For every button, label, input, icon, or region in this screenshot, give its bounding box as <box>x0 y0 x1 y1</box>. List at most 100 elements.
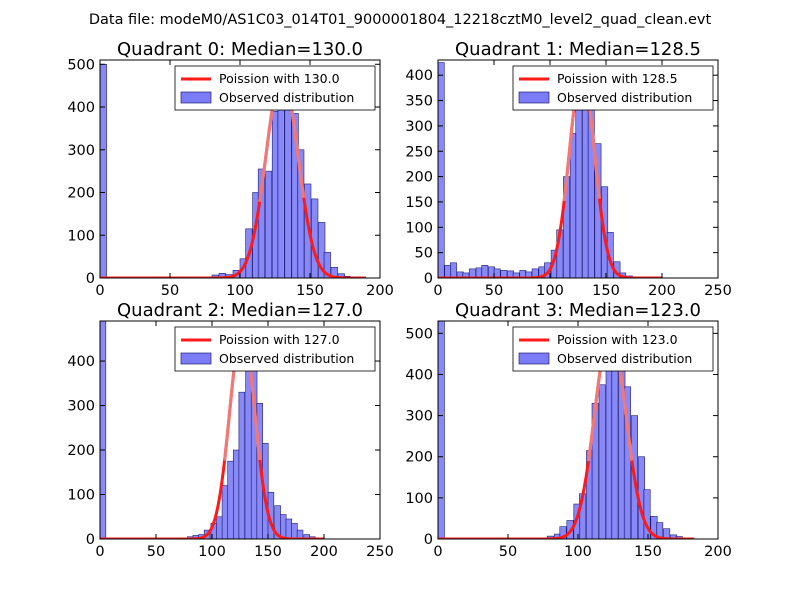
x-tick-label: 0 <box>433 544 442 560</box>
histogram-bar <box>280 514 287 539</box>
histogram-bar <box>227 460 234 539</box>
y-tick-label: 400 <box>67 100 95 116</box>
legend: Poission with 130.0 Observed distribution <box>174 65 376 111</box>
y-tick-label: 100 <box>405 491 433 507</box>
y-tick-label: 500 <box>67 57 95 73</box>
x-tick-label: 100 <box>198 544 226 560</box>
y-tick-label: 0 <box>424 532 433 548</box>
histogram-bar <box>500 270 508 278</box>
histogram-bar <box>481 265 489 278</box>
legend-bar-label: Observed distribution <box>557 90 692 105</box>
histogram-bar <box>438 62 445 278</box>
histogram-bar <box>656 522 664 539</box>
y-tick-label: 250 <box>405 144 433 160</box>
axes-frame <box>437 59 719 279</box>
x-tick-label: 50 <box>485 283 503 299</box>
histogram-bar <box>238 391 246 539</box>
x-tick-label: 100 <box>226 283 254 299</box>
plot-area <box>438 321 695 539</box>
histogram-bar <box>100 63 107 278</box>
histogram-bar <box>232 449 240 539</box>
x-tick-label: 200 <box>648 283 676 299</box>
y-tick-label: 400 <box>67 354 95 370</box>
histogram-bar <box>221 485 229 539</box>
histogram-bar <box>598 384 606 539</box>
axes-frame <box>99 320 381 540</box>
y-tick-label: 100 <box>67 488 95 504</box>
histogram-bar <box>297 149 305 278</box>
y-tick-label: 150 <box>405 195 433 211</box>
poisson-curve <box>438 329 695 539</box>
subplot-title: Quadrant 1: Median=128.5 <box>455 39 701 60</box>
legend-bar-swatch <box>518 91 550 104</box>
x-tick-label: 100 <box>536 283 564 299</box>
histogram-bar <box>277 104 285 278</box>
y-tick-label: 500 <box>405 326 433 342</box>
y-tick-label: 350 <box>405 94 433 110</box>
x-tick-label: 200 <box>704 544 732 560</box>
subplot-title: Quadrant 3: Median=123.0 <box>455 300 701 321</box>
x-tick-label: 200 <box>310 544 338 560</box>
legend-bar-swatch <box>180 352 212 365</box>
legend-curve-label: Poission with 128.5 <box>557 71 678 86</box>
plot-area <box>100 321 325 539</box>
y-tick-label: 200 <box>405 170 433 186</box>
histogram-bar <box>285 518 293 539</box>
x-tick-label: 250 <box>704 283 732 299</box>
histogram-bar <box>512 272 520 278</box>
x-tick-label: 200 <box>366 283 394 299</box>
histogram-bar <box>469 268 476 278</box>
x-tick-label: 250 <box>366 544 394 560</box>
histogram-bar <box>257 168 266 278</box>
x-tick-label: 0 <box>95 544 104 560</box>
histogram-bar <box>216 516 223 539</box>
y-tick-label: 200 <box>67 443 95 459</box>
y-tick-label: 0 <box>86 532 95 548</box>
histogram-bar <box>450 262 457 278</box>
figure-suptitle: Data file: modeM0/AS1C03_014T01_90000018… <box>89 12 712 28</box>
subplot-quadrant-1: 0 50 100 150 200 250 0 50 100 150 200 250 300 350 400 Q… <box>405 39 732 299</box>
subplot-quadrant-3: 0 50 100 150 200 0 100 200 300 400 500 Quadrant 3: … <box>405 300 732 560</box>
x-tick-label: 50 <box>161 283 179 299</box>
y-tick-label: 300 <box>67 399 95 415</box>
x-tick-label: 150 <box>296 283 324 299</box>
histogram-bar <box>264 170 273 278</box>
legend-bar-label: Observed distribution <box>219 90 354 105</box>
legend-bar-swatch <box>180 91 212 104</box>
poisson-curve <box>438 71 663 278</box>
y-tick-label: 400 <box>405 367 433 383</box>
legend: Poission with 123.0 Observed distribution <box>512 326 714 372</box>
x-tick-label: 0 <box>95 283 104 299</box>
legend: Poission with 127.0 Observed distribution <box>174 326 376 372</box>
y-tick-label: 0 <box>424 271 433 287</box>
histogram-bar <box>531 268 539 278</box>
histogram-bar <box>337 273 345 278</box>
subplot-title: Quadrant 2: Median=127.0 <box>117 300 363 321</box>
histogram-bar <box>296 529 304 539</box>
y-tick-label: 300 <box>405 119 433 135</box>
plot-area <box>100 63 367 278</box>
histogram-bar <box>100 321 107 539</box>
y-tick-label: 0 <box>86 271 95 287</box>
y-tick-label: 50 <box>415 246 433 262</box>
histogram-bar <box>438 321 445 539</box>
y-tick-label: 200 <box>67 186 95 202</box>
histogram-bar <box>525 271 532 278</box>
legend-bar-label: Observed distribution <box>557 351 692 366</box>
y-tick-label: 400 <box>405 68 433 84</box>
legend: Poission with 128.5 Observed distribution <box>512 65 714 111</box>
legend-bar-label: Observed distribution <box>219 351 354 366</box>
x-tick-label: 150 <box>634 544 662 560</box>
y-tick-label: 300 <box>67 143 95 159</box>
legend-bar-swatch <box>518 352 550 365</box>
legend-curve-label: Poission with 123.0 <box>557 332 678 347</box>
x-tick-label: 50 <box>499 544 517 560</box>
y-tick-label: 100 <box>67 228 95 244</box>
x-tick-label: 150 <box>254 544 282 560</box>
histogram-bar <box>559 526 567 539</box>
subplot-quadrant-0: 0 50 100 150 200 0 100 200 300 400 500 Quadrant 0: … <box>67 39 394 299</box>
y-tick-label: 100 <box>405 220 433 236</box>
legend-curve-label: Poission with 130.0 <box>219 71 340 86</box>
